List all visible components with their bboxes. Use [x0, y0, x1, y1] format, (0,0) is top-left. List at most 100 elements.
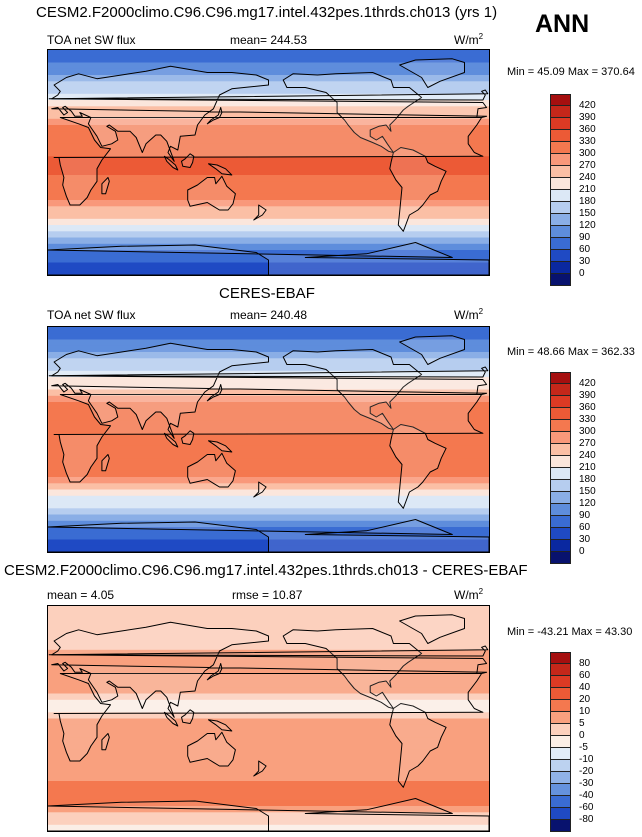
- zonal-band: [48, 470, 489, 478]
- colorbar1-tick-label: 0: [579, 268, 585, 279]
- coastline-borneo: [181, 430, 195, 445]
- coastline-sumatra: [163, 711, 179, 727]
- colorbar1-tick-label: 300: [579, 148, 596, 159]
- colorbar3-tick-label: -40: [579, 790, 594, 801]
- panel3-mean: mean = 4.05: [47, 588, 115, 602]
- zonal-band: [48, 439, 489, 447]
- colorbar3-swatch: [550, 772, 571, 784]
- colorbar3-swatch: [550, 796, 571, 808]
- zonal-band: [48, 502, 489, 509]
- colorbar2-tick-label: 330: [579, 414, 596, 425]
- zonal-band: [48, 56, 489, 64]
- coastline-new-zealand: [253, 760, 267, 777]
- zonal-band: [48, 687, 489, 695]
- colorbar1-swatch: [550, 94, 571, 106]
- colorbar2-swatch: [550, 408, 571, 420]
- panel1-variable: TOA net SW flux: [47, 33, 136, 47]
- colorbar1-swatch: [550, 106, 571, 118]
- panel3-map: [47, 605, 490, 832]
- colorbar3-tick-label: 5: [579, 718, 585, 729]
- panel1-colorbar: 420 390 360 330 300 270 240 210 180 150 120 90 60 30 0: [550, 94, 596, 286]
- zonal-band: [48, 175, 489, 182]
- zonal-band: [48, 681, 489, 688]
- coastline-uk: [48, 89, 489, 101]
- coastline-uk: [48, 366, 489, 378]
- colorbar1-swatch: [550, 118, 571, 130]
- panel2-mean: mean= 240.48: [230, 308, 308, 322]
- zonal-band: [48, 68, 489, 76]
- zonal-band: [48, 395, 489, 403]
- zonal-band: [48, 389, 489, 397]
- zonal-band: [48, 718, 489, 726]
- panel3-minmax: Min = -43.21 Max = 43.30: [507, 626, 633, 638]
- zonal-band: [48, 624, 489, 632]
- colorbar2-swatch: [550, 492, 571, 504]
- units-sup: 2: [478, 307, 484, 316]
- coastline-greenland: [399, 58, 465, 88]
- zonal-band: [48, 364, 489, 372]
- colorbar1-swatch: [550, 262, 571, 274]
- coastline-new-guinea: [208, 440, 233, 453]
- colorbar2-tick-label: 180: [579, 474, 596, 485]
- zonal-band: [48, 618, 489, 626]
- zonal-band: [48, 218, 489, 226]
- panel1-units: W/m2: [454, 32, 483, 47]
- colorbar3-tick-label: -20: [579, 766, 594, 777]
- zonal-band: [48, 408, 489, 416]
- zonal-band: [48, 656, 489, 663]
- colorbar1-swatch: [550, 142, 571, 154]
- zonal-band: [48, 420, 489, 428]
- zonal-band: [48, 93, 489, 101]
- coastline-madagascar: [101, 177, 110, 195]
- zonal-band: [48, 606, 489, 613]
- coastline-australia: [187, 452, 236, 488]
- colorbar3-swatch: [550, 688, 571, 700]
- zonal-band: [48, 333, 489, 341]
- coastline-australia: [187, 175, 236, 211]
- colorbar1-tick-label: 180: [579, 196, 596, 207]
- zonal-band: [48, 50, 489, 57]
- zonal-band: [48, 756, 489, 763]
- colorbar2-tick-label: 300: [579, 426, 596, 437]
- zonal-band: [48, 162, 489, 170]
- zonal-band: [48, 345, 489, 353]
- colorbar1-tick-label: 420: [579, 100, 596, 111]
- colorbar2-tick-label: 390: [579, 390, 596, 401]
- zonal-band: [48, 743, 489, 751]
- colorbar3-swatch: [550, 712, 571, 724]
- colorbar2-swatch: [550, 552, 571, 564]
- colorbar2-swatch: [550, 468, 571, 480]
- colorbar3-tick-label: 0: [579, 730, 585, 741]
- coastline-antarctica: [48, 798, 489, 831]
- colorbar1-tick-label: 330: [579, 136, 596, 147]
- colorbar3-swatch: [550, 784, 571, 796]
- zonal-band: [48, 724, 489, 732]
- colorbar1-tick-label: 90: [579, 232, 591, 243]
- colorbar3-tick-label: -30: [579, 778, 594, 789]
- colorbar3-swatch: [550, 664, 571, 676]
- colorbar2-swatch: [550, 528, 571, 540]
- colorbar2-swatch: [550, 516, 571, 528]
- colorbar1-swatch: [550, 274, 571, 286]
- coastline-africa: [53, 117, 484, 206]
- zonal-band: [48, 445, 489, 453]
- colorbar2-tick-label: 120: [579, 498, 596, 509]
- zonal-band: [48, 237, 489, 245]
- coastline-eurasia: [51, 621, 488, 718]
- zonal-band: [48, 75, 489, 82]
- colorbar3-swatch: [550, 652, 571, 664]
- coastline-greenland: [399, 614, 465, 644]
- coastline-japan: [206, 663, 223, 681]
- coastline-borneo: [181, 153, 195, 168]
- coastline-south-america: [389, 424, 447, 509]
- zonal-band: [48, 339, 489, 347]
- colorbar2-tick-label: 30: [579, 534, 591, 545]
- zonal-band: [48, 452, 489, 459]
- zonal-band: [48, 414, 489, 422]
- colorbar1-tick-label: 390: [579, 112, 596, 123]
- zonal-band: [48, 106, 489, 114]
- zonal-band: [48, 131, 489, 139]
- zonal-band: [48, 383, 489, 391]
- coastline-south-america: [389, 703, 447, 788]
- zonal-band: [48, 150, 489, 157]
